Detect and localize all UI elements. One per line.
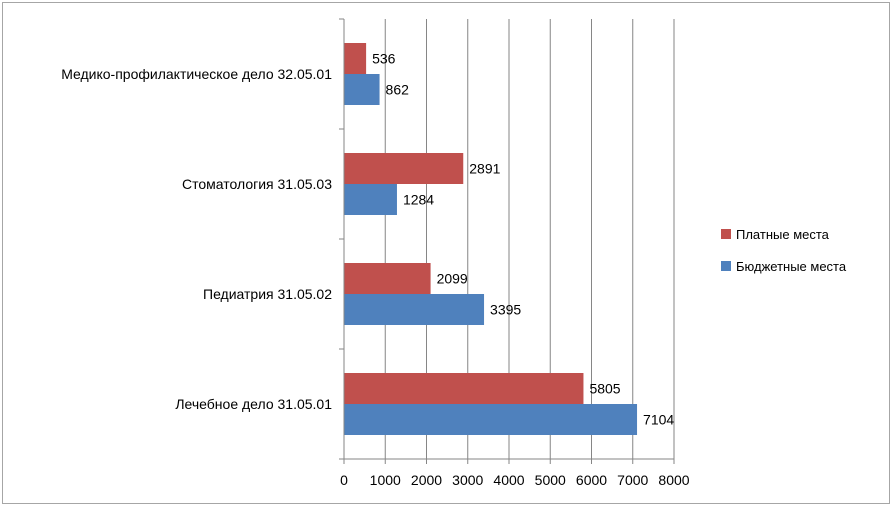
paid-places-value-label: 5805 <box>589 381 620 397</box>
budget-places-bar <box>344 74 380 105</box>
x-tick-label: 3000 <box>452 472 483 488</box>
category-label: Педиатрия 31.05.02 <box>203 286 332 302</box>
x-tick-label: 8000 <box>658 472 689 488</box>
category-label: Стоматология 31.05.03 <box>182 176 332 192</box>
paid-places-bar <box>344 43 367 74</box>
legend-swatch <box>721 261 731 271</box>
x-tick-label: 6000 <box>576 472 607 488</box>
category-label: Медико-профилактическое дело 32.05.01 <box>61 66 332 82</box>
bar-chart: 0 1000 2000 3000 4000 5000 6000 7000 8000 Лечебно… <box>61 18 847 488</box>
bars <box>344 43 638 435</box>
chart-frame: 0 1000 2000 3000 4000 5000 6000 7000 8000 Лечебно… <box>2 2 890 504</box>
paid-places-value-label: 2099 <box>437 271 468 287</box>
budget-places-value-label: 7104 <box>643 412 674 428</box>
category-label: Лечебное дело 31.05.01 <box>175 396 332 412</box>
legend-label: Платные места <box>736 227 830 242</box>
budget-places-bar <box>344 404 638 435</box>
paid-places-value-label: 2891 <box>469 161 500 177</box>
budget-places-value-label: 3395 <box>490 302 521 318</box>
budget-places-bar <box>344 294 485 325</box>
paid-places-value-label: 536 <box>372 51 396 67</box>
budget-places-bar <box>344 184 397 215</box>
budget-places-value-label: 862 <box>386 82 410 98</box>
paid-places-bar <box>344 263 431 294</box>
x-tick-label: 2000 <box>411 472 442 488</box>
legend-swatch <box>721 229 731 239</box>
budget-places-value-label: 1284 <box>403 192 434 208</box>
x-tick-label: 5000 <box>535 472 566 488</box>
x-tick-label: 1000 <box>370 472 401 488</box>
paid-places-bar <box>344 373 584 404</box>
paid-places-bar <box>344 153 464 184</box>
legend-label: Бюджетные места <box>736 259 847 274</box>
x-tick-label: 0 <box>340 472 348 488</box>
data-labels: 5805 7104 2099 3395 2891 1284 536 862 <box>372 51 674 428</box>
x-tick-label: 4000 <box>493 472 524 488</box>
x-tick-label: 7000 <box>617 472 648 488</box>
axes: 0 1000 2000 3000 4000 5000 6000 7000 8000 Лечебно… <box>61 18 690 488</box>
gridlines <box>384 19 675 459</box>
legend: Платные места Бюджетные места <box>721 227 847 274</box>
